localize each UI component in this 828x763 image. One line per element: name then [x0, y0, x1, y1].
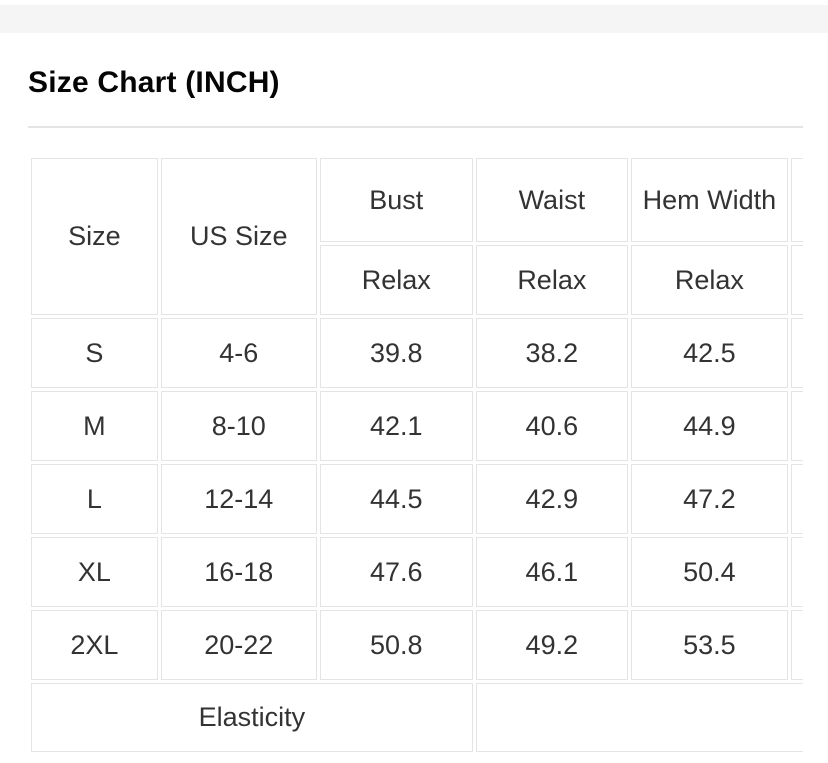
header-clipped-column [790, 158, 803, 242]
size-cell: L [31, 464, 158, 534]
clipped-cell [790, 610, 803, 680]
clipped-cell [790, 464, 803, 534]
header-row-fit: Relax Relax Relax [31, 245, 803, 315]
size-cell: S [31, 318, 158, 388]
fit-waist: Relax [475, 245, 628, 315]
fit-clipped-column [790, 245, 803, 315]
header-us-size-highlighted: US Size [160, 158, 317, 315]
clipped-cell [790, 537, 803, 607]
hem-width-cell: 53.5 [630, 610, 788, 680]
elasticity-label: Elasticity [31, 683, 473, 752]
page-title: Size Chart (INCH) [28, 66, 280, 99]
hem-width-cell: 44.9 [630, 391, 788, 461]
fit-bust: Relax [319, 245, 473, 315]
table-row-l: L 12-14 44.5 42.9 47.2 [31, 464, 803, 534]
header-waist: Waist [475, 158, 628, 242]
header-size: Size [31, 158, 158, 315]
us-size-cell: 12-14 [160, 464, 317, 534]
waist-cell: 42.9 [475, 464, 628, 534]
fit-hem-width: Relax [630, 245, 788, 315]
elasticity-row: Elasticity [31, 683, 803, 752]
us-size-cell: 16-18 [160, 537, 317, 607]
header-row-measurements: Size US Size Bust Waist Hem Width [31, 158, 803, 315]
bust-cell: 47.6 [319, 537, 473, 607]
bust-cell: 50.8 [319, 610, 473, 680]
bust-cell: 39.8 [319, 318, 473, 388]
table-row-s: S 4-6 39.8 38.2 42.5 [31, 318, 803, 388]
waist-cell: 49.2 [475, 610, 628, 680]
waist-cell: 40.6 [475, 391, 628, 461]
waist-cell: 38.2 [475, 318, 628, 388]
hem-width-cell: 50.4 [630, 537, 788, 607]
top-band [0, 5, 828, 33]
size-cell: M [31, 391, 158, 461]
clipped-cell [790, 391, 803, 461]
title-divider [28, 126, 803, 128]
size-cell: XL [31, 537, 158, 607]
bust-cell: 42.1 [319, 391, 473, 461]
bust-cell: 44.5 [319, 464, 473, 534]
hem-width-cell: 42.5 [630, 318, 788, 388]
table-row-m: M 8-10 42.1 40.6 44.9 [31, 391, 803, 461]
header-hem-width: Hem Width [630, 158, 788, 242]
elasticity-value [475, 683, 803, 752]
header-bust: Bust [319, 158, 473, 242]
waist-cell: 46.1 [475, 537, 628, 607]
us-size-cell: 8-10 [160, 391, 317, 461]
hem-width-cell: 47.2 [630, 464, 788, 534]
size-cell: 2XL [31, 610, 158, 680]
us-size-cell: 4-6 [160, 318, 317, 388]
table-row-2xl: 2XL 20-22 50.8 49.2 53.5 [31, 610, 803, 680]
us-size-cell: 20-22 [160, 610, 317, 680]
size-chart-table: Size US Size Bust Waist Hem Width Relax … [28, 155, 803, 755]
table-row-xl: XL 16-18 47.6 46.1 50.4 [31, 537, 803, 607]
clipped-cell [790, 318, 803, 388]
size-chart-scroll-area[interactable]: Size US Size Bust Waist Hem Width Relax … [28, 155, 803, 757]
